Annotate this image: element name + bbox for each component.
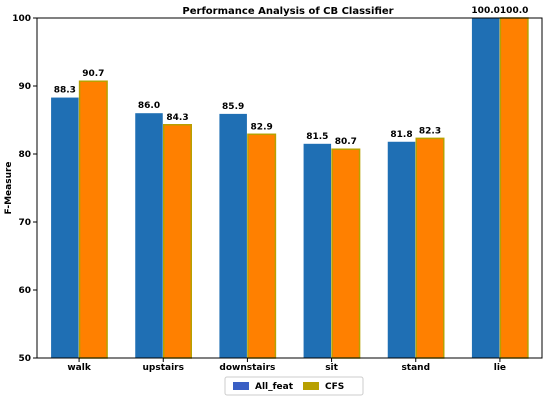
bar-all-feat bbox=[219, 113, 247, 358]
plot-frame bbox=[36, 17, 543, 359]
x-tick-label: upstairs bbox=[143, 363, 184, 373]
x-tick-label: walk bbox=[67, 363, 91, 373]
data-label: 82.9 bbox=[251, 122, 273, 132]
data-label: 86.0 bbox=[138, 101, 160, 111]
bar-cfs bbox=[78, 80, 108, 359]
bar-all-feat bbox=[471, 18, 500, 358]
data-label: 82.3 bbox=[419, 126, 441, 136]
bar-cfs bbox=[415, 137, 445, 359]
legend: All_feat CFS bbox=[224, 376, 364, 396]
data-label: 88.3 bbox=[54, 86, 76, 96]
y-tick-label: 60 bbox=[18, 286, 31, 296]
legend-swatch bbox=[303, 382, 319, 390]
legend-label: CFS bbox=[325, 382, 344, 392]
data-label: 100.0 bbox=[500, 6, 528, 16]
data-label: 81.5 bbox=[306, 132, 328, 142]
x-tick-label: stand bbox=[401, 363, 430, 373]
data-label: 90.7 bbox=[82, 69, 104, 79]
legend-label: All_feat bbox=[255, 382, 294, 392]
x-tick-label: lie bbox=[494, 363, 506, 373]
legend-box bbox=[224, 376, 364, 396]
y-tick-label: 50 bbox=[18, 354, 31, 364]
bar-all-feat bbox=[387, 141, 416, 358]
y-tick-label: 90 bbox=[18, 82, 31, 92]
y-axis: 50 60 70 80 90 100 bbox=[12, 14, 37, 364]
data-label: 84.3 bbox=[166, 113, 188, 123]
chart-title: Performance Analysis of CB Classifier bbox=[182, 6, 393, 17]
data-label: 85.9 bbox=[222, 102, 244, 112]
bars-group: 88.3 90.7 86.0 84.3 85.9 82.9 81.5 80.7 81.8 82.3… bbox=[51, 6, 529, 359]
data-label: 100.0 bbox=[471, 6, 499, 16]
data-label: 80.7 bbox=[335, 137, 357, 147]
data-label: 81.8 bbox=[390, 130, 412, 140]
y-tick-label: 80 bbox=[18, 150, 31, 160]
bar-all-feat bbox=[51, 97, 79, 358]
bar-all-feat bbox=[303, 143, 332, 358]
bar-all-feat bbox=[135, 113, 163, 358]
bar-cfs bbox=[499, 17, 529, 359]
y-tick-label: 70 bbox=[18, 218, 31, 228]
bar-cfs bbox=[247, 133, 277, 359]
x-tick-label: sit bbox=[325, 363, 338, 373]
x-tick-label: downstairs bbox=[219, 363, 275, 373]
bar-cfs bbox=[331, 148, 361, 359]
bar-cfs bbox=[163, 124, 192, 359]
y-tick-label: 100 bbox=[12, 14, 31, 24]
y-axis-label: F-Measure bbox=[4, 161, 14, 214]
x-axis: walk upstairs downstairs sit stand lie bbox=[67, 358, 506, 373]
legend-swatch bbox=[233, 382, 249, 390]
